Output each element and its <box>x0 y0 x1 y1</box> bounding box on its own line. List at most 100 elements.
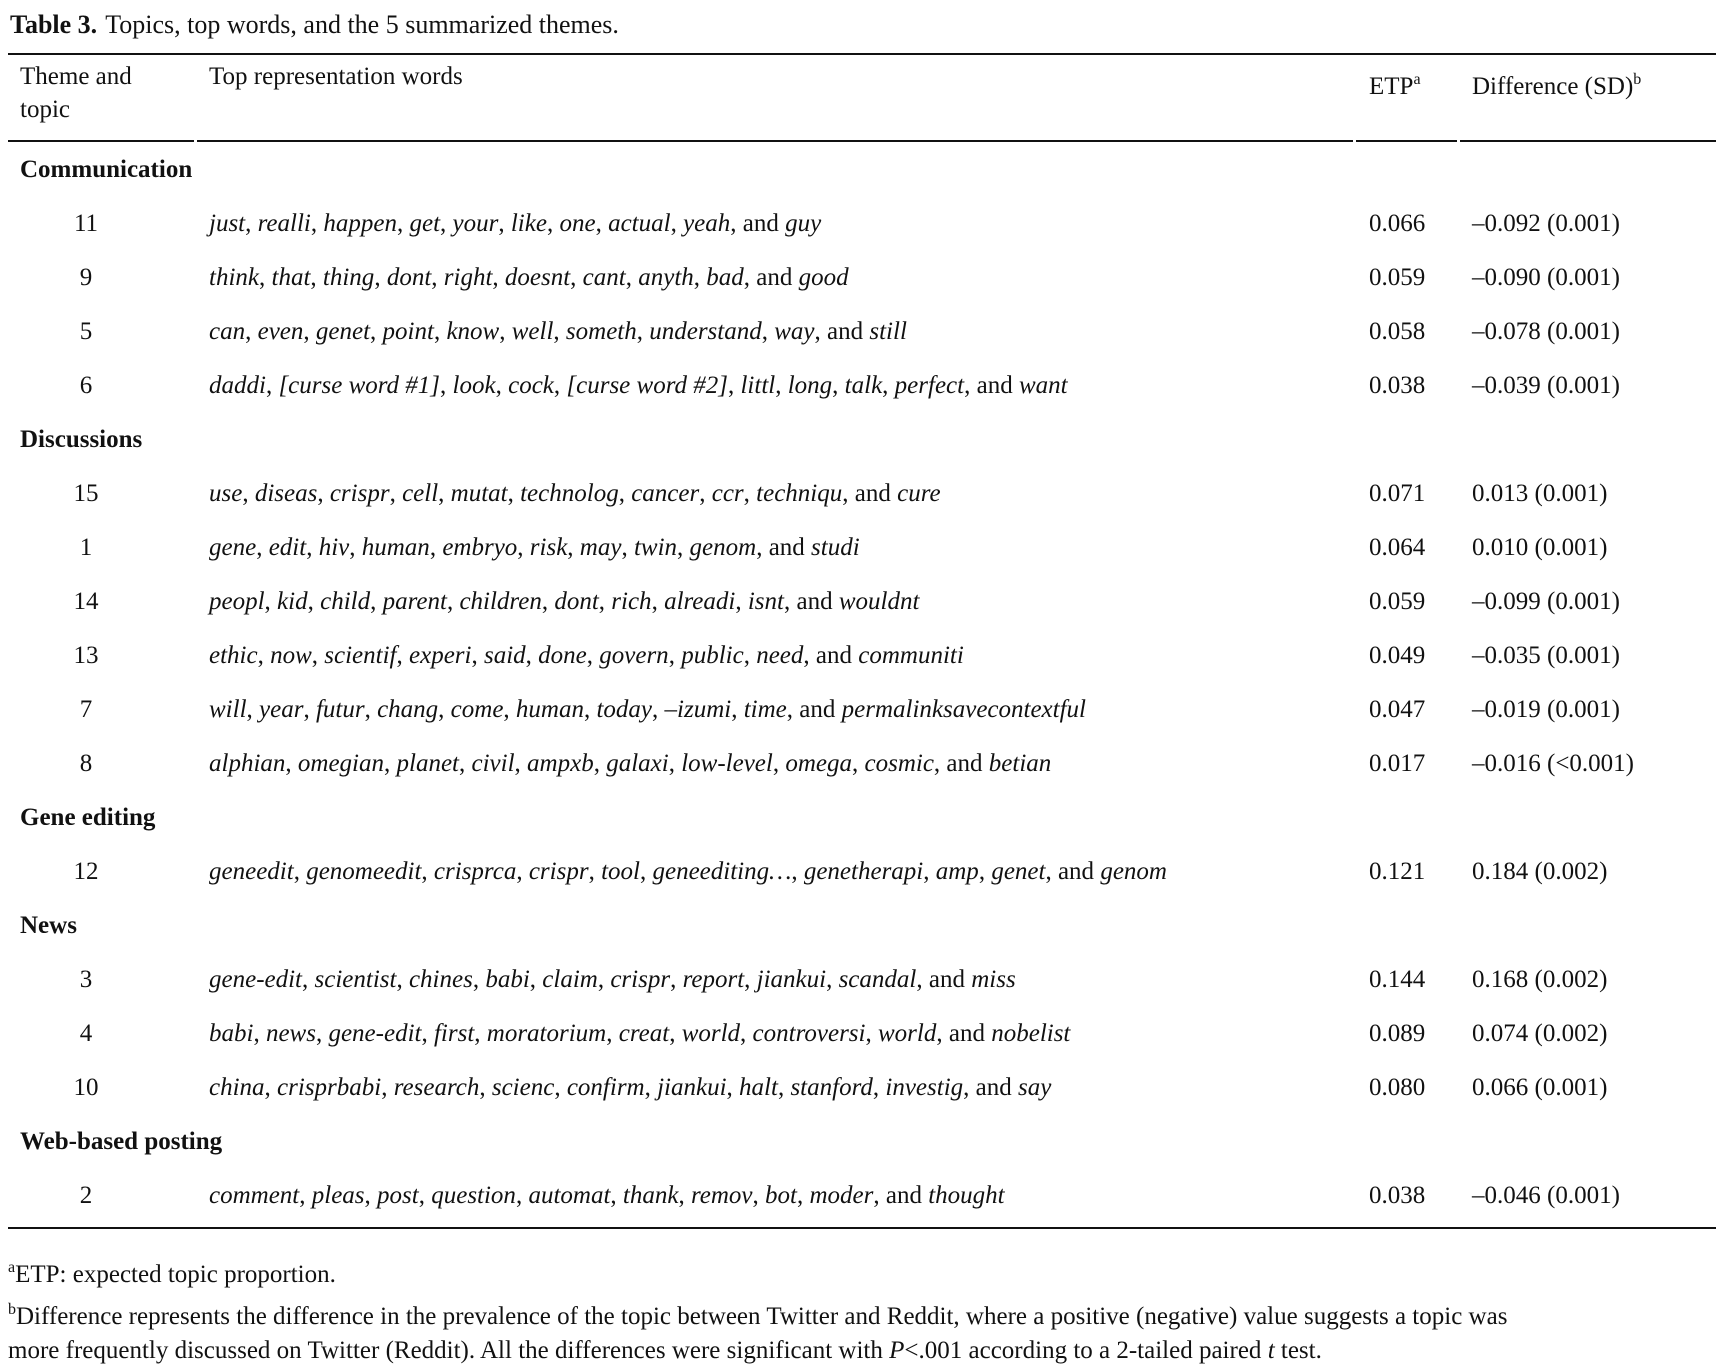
word: one <box>559 210 596 237</box>
conjunction: and <box>854 480 891 507</box>
difference-value: –0.099 (0.001) <box>1472 588 1620 615</box>
word: someth <box>565 318 637 345</box>
difference-value: 0.013 (0.001) <box>1472 480 1608 507</box>
word: way <box>774 318 815 345</box>
difference-value: –0.035 (0.001) <box>1472 642 1620 669</box>
word: understand <box>649 318 762 345</box>
theme-row: News <box>0 899 1722 953</box>
top-words: can, even, genet, point, know, well, som… <box>209 318 907 345</box>
top-words: just, realli, happen, get, your, like, o… <box>209 210 822 237</box>
theme-label: Discussions <box>20 426 143 453</box>
word: talk <box>844 372 883 399</box>
word: ethic <box>209 642 258 669</box>
word: look <box>452 372 496 399</box>
word: jiankui <box>756 966 827 993</box>
etp-value: 0.049 <box>1369 642 1426 669</box>
header-theme-topic: Theme and topic <box>20 60 132 126</box>
topic-number: 11 <box>73 210 99 237</box>
word: parent <box>382 588 447 615</box>
word: geneedit <box>209 858 294 885</box>
word: futur <box>315 696 365 723</box>
topic-number: 14 <box>73 588 99 615</box>
word: perfect <box>894 372 965 399</box>
word: china <box>209 1074 265 1101</box>
word: happen <box>323 210 397 237</box>
difference-value: 0.066 (0.001) <box>1472 1074 1608 1101</box>
word: need <box>756 642 804 669</box>
top-words: alphian, omegian, planet, civil, ampxb, … <box>209 750 1052 777</box>
conjunction: and <box>796 588 833 615</box>
word: communiti <box>858 642 964 669</box>
top-rule <box>8 53 1716 55</box>
footnote-b: bDifference represents the difference in… <box>8 1300 1507 1334</box>
word: [curse word #1] <box>278 372 441 399</box>
etp-value: 0.064 <box>1369 534 1426 561</box>
topic-number: 5 <box>79 318 93 345</box>
table-row: 10 china, crisprbabi, research, scienc, c… <box>0 1061 1722 1115</box>
word: tool <box>601 858 640 885</box>
theme-row: Web-based posting <box>0 1115 1722 1169</box>
table-row: 13 ethic, now, scientif, experi, said, do… <box>0 629 1722 683</box>
difference-value: 0.184 (0.002) <box>1472 858 1608 885</box>
word: get <box>409 210 441 237</box>
conjunction: and <box>885 1182 922 1209</box>
topic-number: 10 <box>73 1074 99 1101</box>
word: cant <box>582 264 626 291</box>
word: dont <box>386 264 432 291</box>
header-rule-seg <box>1356 140 1457 142</box>
table-title: Topics, top words, and the 5 summarized … <box>105 10 619 39</box>
word: well <box>511 318 554 345</box>
word: peopl <box>209 588 265 615</box>
difference-value: 0.074 (0.002) <box>1472 1020 1608 1047</box>
word: betian <box>988 750 1052 777</box>
table-row: 7 will, year, futur, chang, come, human, … <box>0 683 1722 737</box>
topic-number: 12 <box>73 858 99 885</box>
word: time <box>743 696 787 723</box>
topic-number: 3 <box>79 966 93 993</box>
word: crisprca <box>433 858 517 885</box>
word: now <box>270 642 312 669</box>
table-row: 5 can, even, genet, point, know, well, so… <box>0 305 1722 359</box>
word: ccr <box>711 480 744 507</box>
word: diseas <box>254 480 318 507</box>
word: technolog <box>520 480 619 507</box>
word: investig <box>885 1074 964 1101</box>
word: thing <box>322 264 375 291</box>
topic-number: 7 <box>79 696 93 723</box>
conjunction: and <box>1057 858 1095 885</box>
word: remov <box>690 1182 753 1209</box>
word: chang <box>377 696 439 723</box>
conjunction: and <box>946 750 983 777</box>
footnote-b-text-line2: more frequently discussed on Twitter (Re… <box>8 1337 890 1364</box>
word: guy <box>785 210 822 237</box>
word: cure <box>897 480 941 507</box>
topic-number: 9 <box>79 264 93 291</box>
conjunction: and <box>742 210 779 237</box>
word: [curse word #2] <box>566 372 728 399</box>
word: creat <box>618 1020 670 1047</box>
word: ampxb <box>527 750 594 777</box>
word: omega <box>785 750 852 777</box>
footnote-b-mark: b <box>8 1301 16 1318</box>
table-row: 15 use, diseas, crispr, cell, mutat, tech… <box>0 467 1722 521</box>
word: cancer <box>631 480 700 507</box>
word: –izumi <box>664 696 732 723</box>
topic-number: 6 <box>79 372 93 399</box>
word: studi <box>811 534 860 561</box>
etp-value: 0.038 <box>1369 372 1426 399</box>
word: report <box>682 966 745 993</box>
topic-number: 13 <box>73 642 99 669</box>
etp-value: 0.059 <box>1369 588 1426 615</box>
topic-number: 1 <box>79 534 93 561</box>
conjunction: and <box>756 264 793 291</box>
table-row: 11 just, realli, happen, get, your, like,… <box>0 197 1722 251</box>
theme-row: Discussions <box>0 413 1722 467</box>
word: that <box>271 264 311 291</box>
etp-value: 0.089 <box>1369 1020 1426 1047</box>
word: know <box>446 318 500 345</box>
table-row: 6 daddi, [curse word #1], look, cock, [cu… <box>0 359 1722 413</box>
word: kid <box>277 588 308 615</box>
footnote-b-text-end: test. <box>1274 1337 1322 1364</box>
topic-number: 8 <box>79 750 93 777</box>
word: realli <box>257 210 311 237</box>
